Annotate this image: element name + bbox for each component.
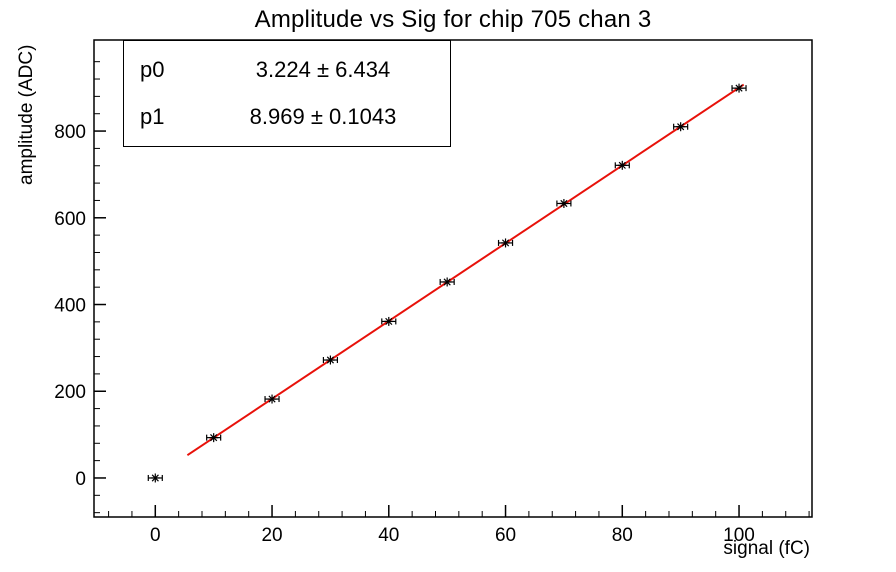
data-point-marker [264,394,280,404]
param-value-p0: 3.224 ± 6.434 [255,57,391,83]
data-point-marker [147,473,163,483]
chart-title: Amplitude vs Sig for chip 705 chan 3 [254,6,652,33]
param-name-p0: p0 [140,57,165,83]
x-tick-label: 80 [612,525,633,546]
fit-stats-box: p0 3.224 ± 6.434 p1 8.969 ± 0.1043 [123,40,451,147]
param-name-p1: p1 [140,103,165,129]
data-point-marker [206,433,222,443]
x-tick-label: 40 [378,525,399,546]
plot-frame [93,39,813,518]
y-tick-label: 800 [54,122,86,143]
data-point-marker [731,83,747,93]
stats-row-p1: p1 8.969 ± 0.1043 [124,104,450,130]
y-tick-label: 0 [75,469,86,490]
y-tick-label: 400 [54,296,86,317]
y-axis-title: amplitude (ADC) [16,44,37,185]
x-tick-label: 100 [723,525,755,546]
data-point-marker [381,316,397,326]
x-axis-title: signal (fC) [723,538,810,559]
stats-row-p0: p0 3.224 ± 6.434 [124,57,450,83]
data-point-marker [497,238,514,248]
fit-line [186,83,745,457]
param-value-p1: 8.969 ± 0.1043 [249,103,397,129]
x-tick-label: 0 [150,525,161,546]
x-tick-label: 60 [495,525,516,546]
y-tick-label: 200 [54,382,86,403]
data-point-marker [322,355,339,365]
y-tick-label: 600 [54,209,86,230]
data-point-marker [556,198,572,208]
data-point-marker [673,122,689,132]
data-point-marker [439,277,455,287]
data-point-marker [614,160,630,170]
x-tick-label: 20 [261,525,282,546]
